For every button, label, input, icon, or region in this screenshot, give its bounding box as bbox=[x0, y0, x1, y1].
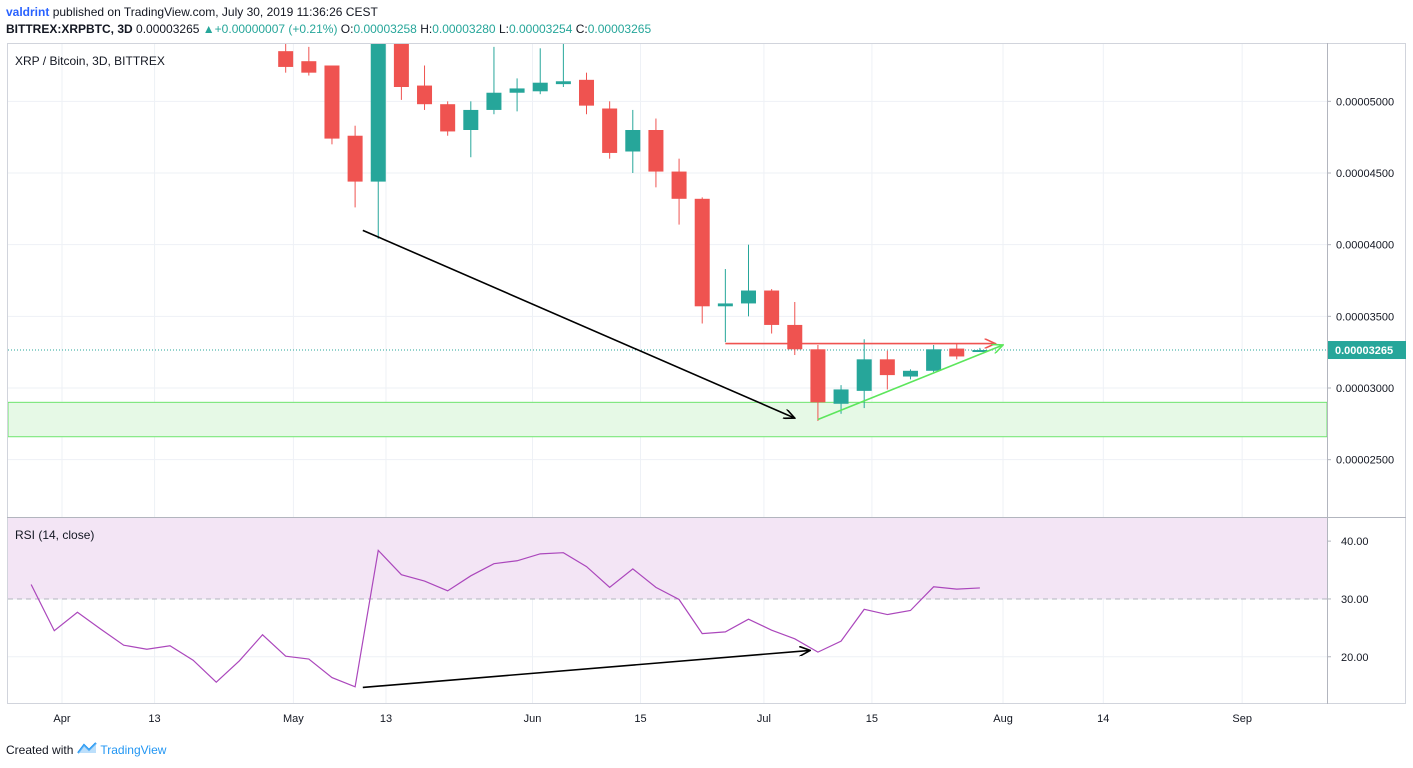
x-tick-label: 14 bbox=[1097, 713, 1109, 725]
time-axis[interactable]: Apr 13 May 13 Jun 15 Jul 15 Aug 14 Sep bbox=[53, 713, 1252, 725]
candle-body[interactable] bbox=[417, 85, 433, 105]
close-label: C: bbox=[575, 22, 588, 36]
x-tick-label: Jul bbox=[757, 713, 771, 725]
candle-body[interactable] bbox=[764, 290, 780, 325]
x-tick-label: Jun bbox=[524, 713, 542, 725]
candle-body[interactable] bbox=[463, 109, 479, 130]
symbol-line: BITTREX:XRPBTC, 3D 0.00003265 ▲+0.000000… bbox=[6, 22, 651, 36]
chart-title: XRP / Bitcoin, 3D, BITTREX bbox=[15, 54, 165, 68]
symbol-name[interactable]: BITTREX:XRPBTC, 3D bbox=[6, 22, 133, 36]
candle-body[interactable] bbox=[833, 389, 849, 404]
rsi-divergence-arrow[interactable] bbox=[362, 650, 810, 689]
x-tick-label: 15 bbox=[634, 713, 646, 725]
published-text: published on TradingView.com, July 30, 2… bbox=[52, 5, 378, 19]
candle-body[interactable] bbox=[717, 303, 733, 307]
candle-body[interactable] bbox=[278, 51, 294, 67]
price-trend-arrow[interactable] bbox=[817, 345, 1003, 421]
rsi-overbought-band bbox=[8, 518, 1327, 599]
y-tick-label: 0.00004500 bbox=[1336, 168, 1394, 180]
support-zone[interactable] bbox=[7, 401, 1328, 438]
price-chart[interactable]: 0.00002500 0.00003000 0.00003500 0.00004000… bbox=[0, 0, 1413, 740]
candle-body[interactable] bbox=[324, 65, 340, 139]
y-tick-label: 0.00002500 bbox=[1336, 455, 1394, 467]
high-label: H: bbox=[420, 22, 433, 36]
low-value: 0.00003254 bbox=[508, 22, 573, 36]
rsi-tick-label: 20.00 bbox=[1341, 652, 1369, 664]
last-price-tag[interactable] bbox=[1328, 341, 1406, 360]
rsi-title: RSI (14, close) bbox=[15, 528, 94, 542]
candles[interactable] bbox=[209, 1, 988, 421]
candle-body[interactable] bbox=[393, 44, 409, 87]
tradingview-logo-icon[interactable] bbox=[77, 742, 98, 757]
x-tick-label: May bbox=[283, 713, 304, 725]
footer: Created with TradingView bbox=[6, 742, 166, 757]
candle-body[interactable] bbox=[949, 348, 965, 357]
open-label: O: bbox=[340, 22, 354, 36]
rsi-pane[interactable] bbox=[30, 549, 980, 688]
x-tick-label: Aug bbox=[993, 713, 1013, 725]
change-arrow-icon: ▲ bbox=[202, 22, 215, 36]
candle-body[interactable] bbox=[486, 92, 502, 110]
candle-body[interactable] bbox=[810, 349, 826, 403]
candle-body[interactable] bbox=[879, 359, 895, 376]
candle-body[interactable] bbox=[555, 81, 571, 85]
candle-body[interactable] bbox=[648, 130, 664, 172]
y-tick-label: 0.00003500 bbox=[1336, 311, 1394, 323]
candle-body[interactable] bbox=[625, 130, 641, 152]
candle-body[interactable] bbox=[209, 30, 224, 33]
last-price: 0.00003265 bbox=[136, 22, 200, 36]
candle-body[interactable] bbox=[509, 88, 525, 93]
created-with-text: Created with bbox=[6, 742, 74, 757]
zones bbox=[7, 349, 1328, 600]
x-tick-label: 13 bbox=[380, 713, 392, 725]
candle-body[interactable] bbox=[787, 324, 803, 350]
x-tick-label: Sep bbox=[1232, 713, 1252, 725]
candle-body[interactable] bbox=[671, 171, 687, 199]
price-axis[interactable]: 0.00002500 0.00003000 0.00003500 0.00004000… bbox=[1327, 96, 1406, 664]
rsi-tick-label: 30.00 bbox=[1341, 594, 1369, 606]
author-link[interactable]: valdrint bbox=[6, 5, 50, 19]
high-value: 0.00003280 bbox=[432, 22, 496, 36]
grid-lines bbox=[8, 44, 1327, 703]
price-change: +0.00000007 (+0.21%) bbox=[214, 22, 338, 36]
x-tick-label: 15 bbox=[866, 713, 878, 725]
publish-info: valdrint published on TradingView.com, J… bbox=[6, 5, 378, 19]
chart-frame bbox=[7, 43, 1406, 704]
candle-body[interactable] bbox=[579, 79, 595, 106]
close-value: 0.00003265 bbox=[587, 22, 652, 36]
candle-body[interactable] bbox=[694, 198, 710, 307]
tradingview-brand[interactable]: TradingView bbox=[100, 742, 167, 757]
y-tick-label: 0.00005000 bbox=[1336, 96, 1394, 108]
candle-body[interactable] bbox=[740, 290, 756, 304]
low-label: L: bbox=[498, 22, 509, 36]
candle-group bbox=[209, 23, 988, 421]
y-tick-label: 0.00004000 bbox=[1336, 240, 1394, 252]
candle-body[interactable] bbox=[926, 349, 942, 371]
y-tick-label: 0.00003000 bbox=[1336, 383, 1394, 395]
x-tick-label: Apr bbox=[53, 713, 70, 725]
candle-body[interactable] bbox=[301, 61, 317, 73]
rsi-line[interactable] bbox=[30, 549, 980, 688]
candle-body[interactable] bbox=[532, 82, 548, 92]
open-value: 0.00003258 bbox=[353, 22, 417, 36]
candle-body[interactable] bbox=[856, 359, 872, 391]
candle-body[interactable] bbox=[972, 350, 988, 353]
candle-body[interactable] bbox=[347, 135, 363, 182]
candle-body[interactable] bbox=[602, 108, 618, 153]
candle-body[interactable] bbox=[370, 23, 386, 182]
price-trend-arrow[interactable] bbox=[362, 229, 795, 418]
drawing-annotations[interactable] bbox=[362, 229, 1003, 689]
candle-body[interactable] bbox=[902, 370, 918, 377]
rsi-tick-label: 40.00 bbox=[1341, 536, 1369, 548]
x-tick-label: 13 bbox=[148, 713, 160, 725]
candle-body[interactable] bbox=[440, 104, 456, 132]
last-price-tag-label: 0.00003265 bbox=[1335, 345, 1393, 357]
